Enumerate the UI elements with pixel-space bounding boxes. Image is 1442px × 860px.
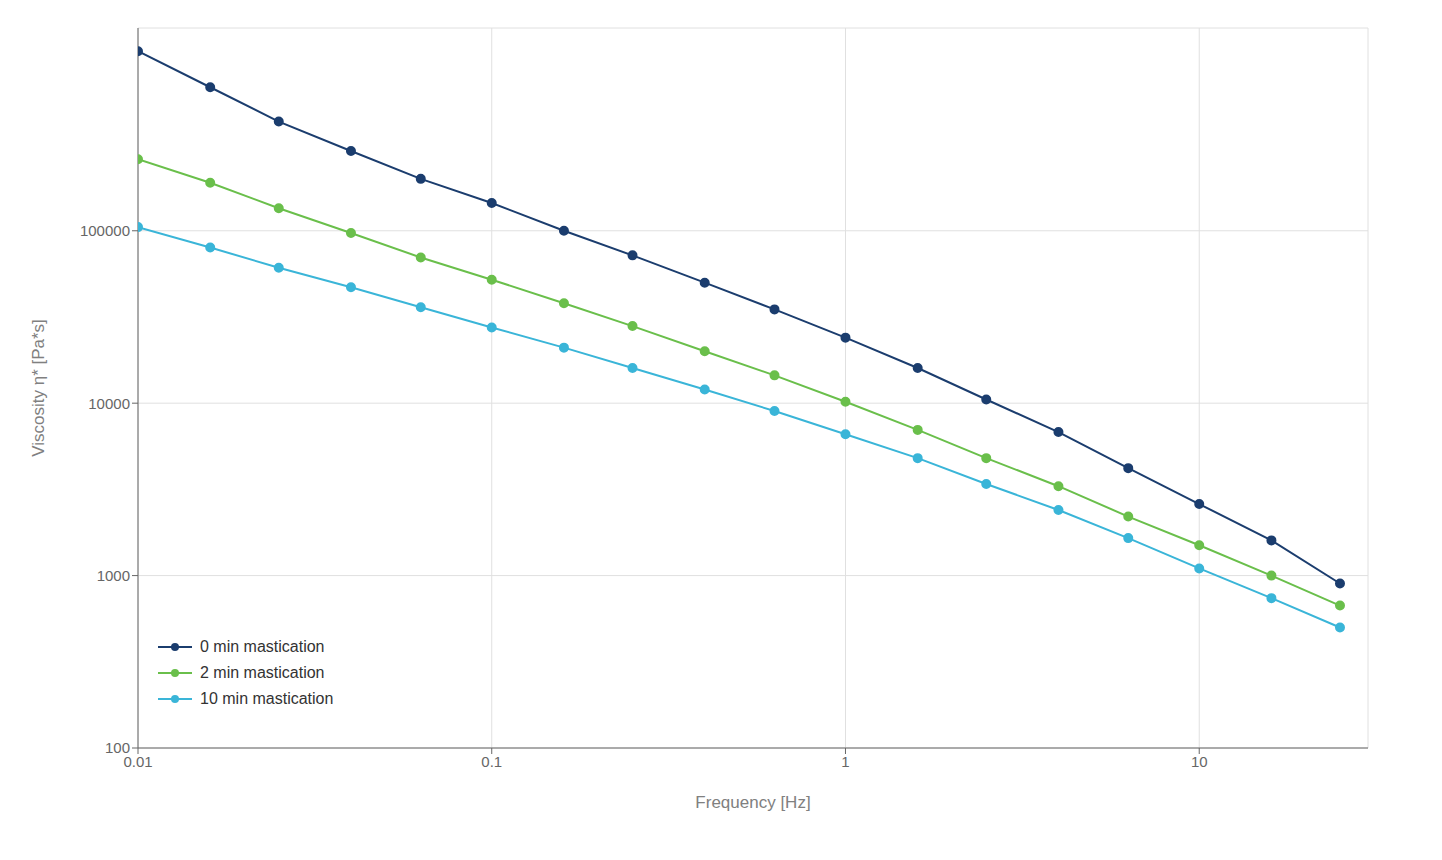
svg-text:Viscosity η* [Pa*s]: Viscosity η* [Pa*s] <box>29 319 48 457</box>
html-text:2 min mastication: 2 min mastication <box>200 664 325 681</box>
svg-text:0.1: 0.1 <box>481 753 502 770</box>
html-text:0 min mastication: 0 min mastication <box>200 638 325 655</box>
svg-text:10: 10 <box>1191 753 1208 770</box>
svg-text:100000: 100000 <box>80 222 130 239</box>
svg-text:100: 100 <box>105 739 130 756</box>
svg-text:10000: 10000 <box>88 395 130 412</box>
svg-text:Frequency [Hz]: Frequency [Hz] <box>695 793 810 812</box>
html-text:10 min mastication: 10 min mastication <box>200 690 334 707</box>
svg-text:1000: 1000 <box>97 567 130 584</box>
svg-text:0.01: 0.01 <box>123 752 153 770</box>
svg-text:1: 1 <box>841 753 849 770</box>
